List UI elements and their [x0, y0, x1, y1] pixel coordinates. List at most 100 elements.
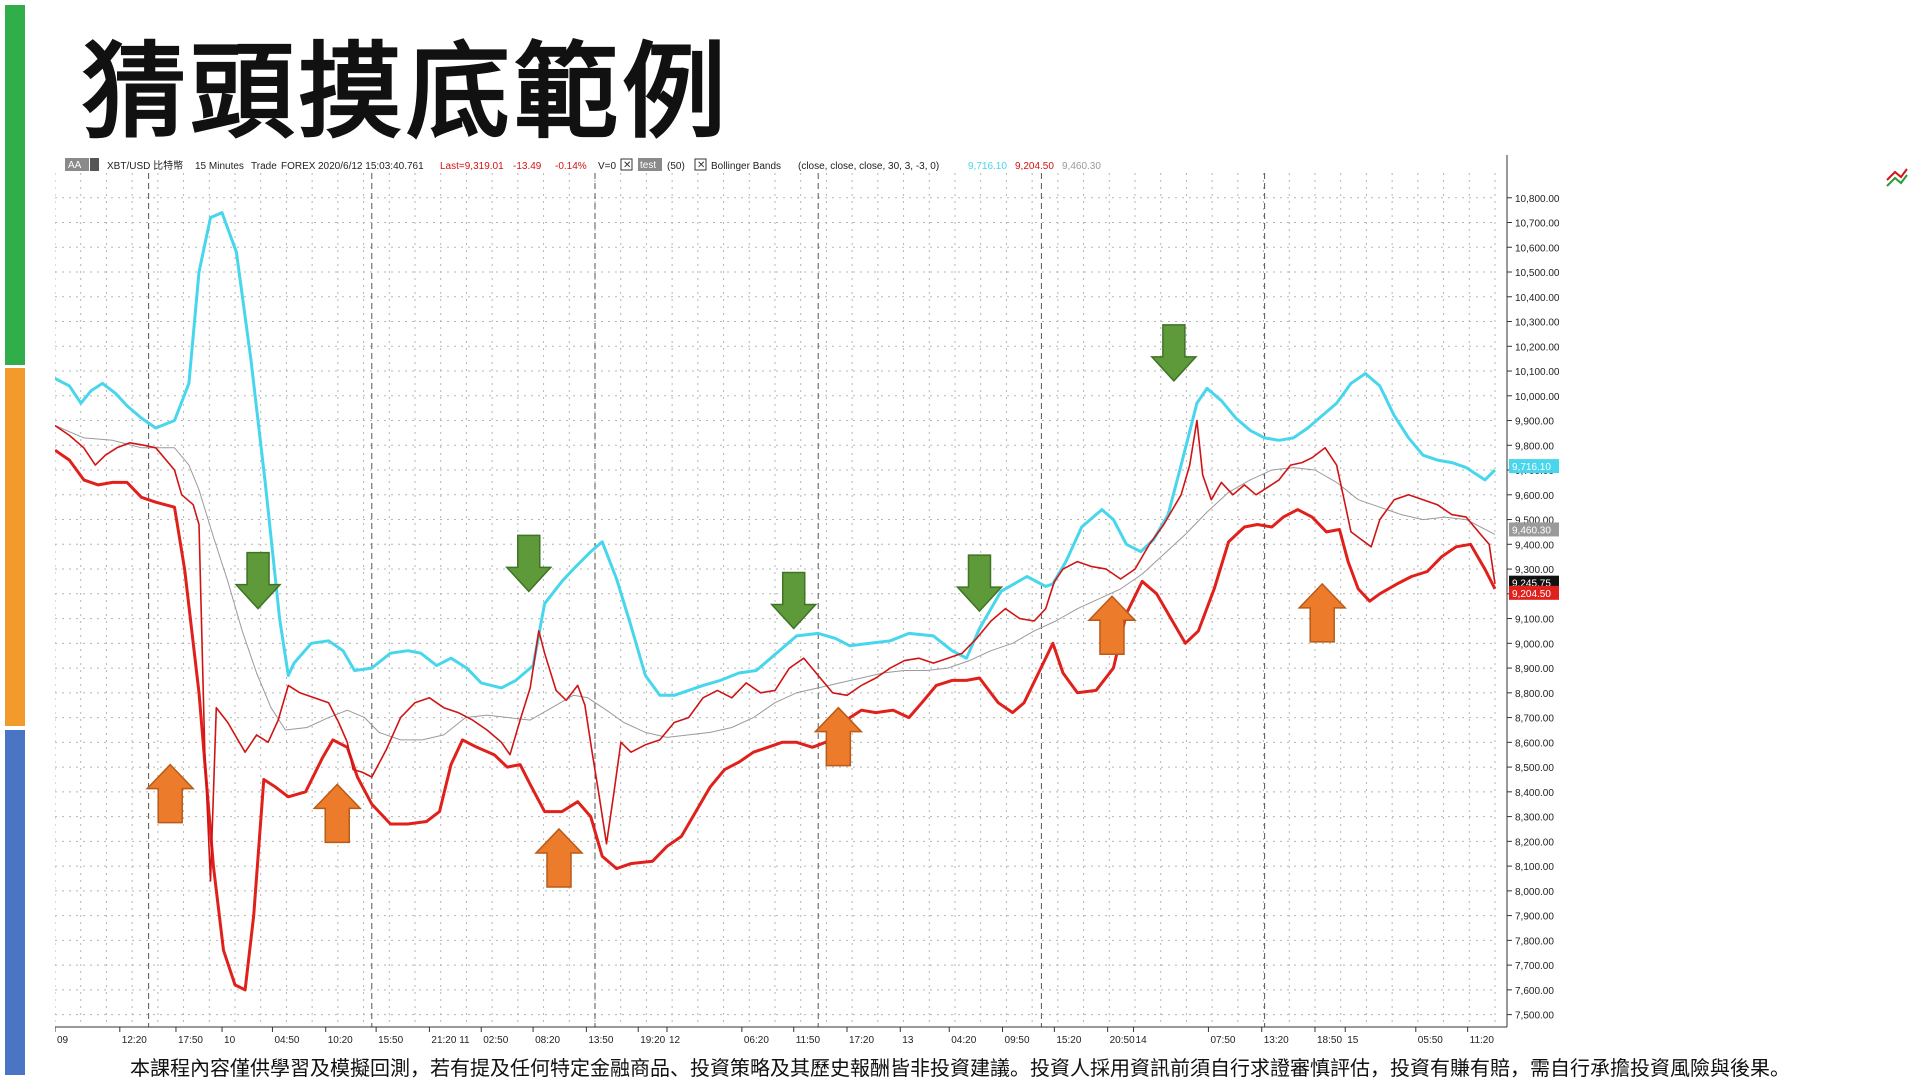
price-tag-badge — [1509, 585, 1559, 600]
y-tick-label: 8,100.00 — [1515, 862, 1554, 873]
y-tick-label: 10,800.00 — [1515, 194, 1560, 205]
y-tick-label: 9,400.00 — [1515, 540, 1554, 551]
close-bollinger-glyph: ✕ — [697, 160, 705, 171]
buy-signal-arrow-icon — [534, 827, 584, 888]
y-tick-label: 8,700.00 — [1515, 714, 1554, 725]
x-tick-label: 14 — [1136, 1035, 1148, 1046]
datetime-label: 2020/6/12 15:03:40.761 — [318, 161, 424, 172]
x-tick-label: 08:20 — [535, 1035, 560, 1046]
buy-signal-arrow-icon — [1297, 582, 1347, 643]
price-chart[interactable]: 7,500.00 7,600.00 7,700.00 7,800.00 7,900.00… — [54, 155, 1910, 1048]
x-tick-label: 09:50 — [1005, 1035, 1030, 1046]
y-axis: 7,500.00 7,600.00 7,700.00 7,800.00 7,900.00… — [1507, 194, 1560, 1022]
y-tick-label: 7,800.00 — [1515, 936, 1554, 947]
x-tick-label: 02:50 — [483, 1035, 508, 1046]
chart-header: AA XBT/USD 比特幣 15 Minutes Trade FOREX 20… — [65, 158, 1908, 187]
bb-lower-value: 9,204.50 — [1015, 161, 1054, 172]
y-tick-label: 7,900.00 — [1515, 912, 1554, 923]
buy-signal-arrow-icon — [145, 763, 195, 824]
price-tag-badge — [1509, 459, 1559, 474]
y-tick-label: 8,300.00 — [1515, 813, 1554, 824]
price-line — [54, 419, 1496, 882]
close-study-icon[interactable] — [620, 158, 633, 171]
price-tag-badge — [1509, 522, 1559, 537]
y-tick-label: 10,000.00 — [1515, 392, 1560, 403]
x-tick-label: 21:20 11 — [431, 1035, 470, 1046]
bollinger-upper-line — [54, 211, 1497, 697]
bollinger-name: Bollinger Bands — [711, 161, 781, 172]
x-tick-label: 04:20 — [951, 1035, 976, 1046]
y-tick-label: 8,400.00 — [1515, 788, 1554, 799]
sell-signal-arrow-icon — [955, 554, 1004, 613]
x-tick-label: 13 — [902, 1035, 914, 1046]
x-tick-label: 07:50 — [1210, 1035, 1235, 1046]
y-tick-label: 7,600.00 — [1515, 986, 1554, 997]
x-tick-label: 18:50 — [1317, 1035, 1342, 1046]
y-tick-label: 9,100.00 — [1515, 615, 1554, 626]
buy-signal-arrow-icon — [312, 783, 362, 844]
buy-signal-arrow-icon — [1087, 595, 1137, 656]
x-tick-label: 11:50 — [796, 1035, 821, 1046]
change-pct-label: -0.14% — [555, 161, 587, 172]
x-tick-label: 06:20 — [744, 1035, 769, 1046]
x-tick-label: 10 — [224, 1035, 236, 1046]
close-bollinger-icon[interactable] — [694, 158, 707, 171]
price-tag-label: 9,460.30 — [1512, 525, 1551, 536]
price-tag-label: 9,204.50 — [1512, 589, 1551, 600]
y-tick-label: 8,500.00 — [1515, 763, 1554, 774]
x-tick-label: 15 — [1347, 1035, 1359, 1046]
x-tick-label: 13:20 — [1264, 1035, 1289, 1046]
sell-signal-arrow-icon — [234, 551, 282, 610]
study-name: test — [640, 160, 656, 171]
price-tag-label: 9,716.10 — [1512, 462, 1551, 473]
x-tick-label: 11:20 — [1470, 1035, 1495, 1046]
bb-upper-value: 9,716.10 — [968, 161, 1007, 172]
x-tick-label: 17:20 — [849, 1035, 874, 1046]
day-separators — [55, 155, 1508, 1028]
sell-signal-arrow-icon — [1150, 324, 1198, 383]
x-tick-label: 19:20 — [640, 1035, 665, 1046]
x-tick-label: 12:20 — [122, 1035, 147, 1046]
y-tick-label: 10,600.00 — [1515, 243, 1560, 254]
study-name-badge — [638, 158, 662, 171]
disclaimer-text: 本課程內容僅供學習及模擬回測，若有提及任何特定金融商品、投資策略及其歷史報酬皆非… — [130, 1056, 1790, 1080]
chart-series — [54, 211, 1497, 992]
x-tick-label: 05:50 — [1418, 1035, 1443, 1046]
chart-settings-icon[interactable] — [1886, 168, 1908, 187]
y-tick-label: 8,900.00 — [1515, 664, 1554, 675]
chart-svg[interactable]: 7,500.00 7,600.00 7,700.00 7,800.00 7,900.00… — [54, 155, 1910, 1048]
x-tick-label: 09 — [57, 1035, 69, 1046]
slide-title: 猜頭摸底範例 — [82, 31, 731, 153]
market-label: FOREX — [281, 161, 316, 172]
buy-signal-arrow-icon — [813, 706, 864, 767]
y-tick-label: 9,800.00 — [1515, 441, 1554, 452]
study-param: (50) — [667, 161, 685, 172]
accent-bar-green — [5, 5, 25, 365]
interval-label: 15 Minutes — [195, 161, 244, 172]
x-tick-label: 04:50 — [274, 1035, 299, 1046]
signal-arrows — [145, 324, 1347, 888]
y-tick-label: 10,500.00 — [1515, 268, 1560, 279]
price-tag-label: 9,245.75 — [1512, 579, 1551, 590]
y-tick-label: 8,600.00 — [1515, 738, 1554, 749]
y-tick-label: 8,800.00 — [1515, 689, 1554, 700]
accent-bar-blue — [5, 730, 25, 1075]
y-tick-label: 10,700.00 — [1515, 219, 1560, 230]
y-tick-label: 7,500.00 — [1515, 1011, 1554, 1022]
y-tick-label: 10,200.00 — [1515, 342, 1560, 353]
dropdown-icon[interactable] — [90, 158, 99, 171]
y-tick-label: 9,900.00 — [1515, 417, 1554, 428]
y-tick-label: 10,400.00 — [1515, 293, 1560, 304]
y-tick-label: 9,500.00 — [1515, 516, 1554, 527]
last-price-label: Last=9,319.01 — [440, 161, 504, 172]
x-tick-label: 15:20 — [1056, 1035, 1081, 1046]
y-tick-label: 9,600.00 — [1515, 491, 1554, 502]
y-tick-label: 10,100.00 — [1515, 367, 1560, 378]
x-tick-label: 20:50 — [1110, 1035, 1135, 1046]
aa-toggle-button[interactable] — [65, 158, 89, 171]
bollinger-params: (close, close, close, 30, 3, -3, 0) — [798, 161, 939, 172]
y-tick-label: 8,000.00 — [1515, 887, 1554, 898]
volume-label: V=0 — [598, 161, 617, 172]
symbol-label: XBT/USD 比特幣 — [107, 160, 183, 172]
bb-mid-value: 9,460.30 — [1062, 161, 1101, 172]
